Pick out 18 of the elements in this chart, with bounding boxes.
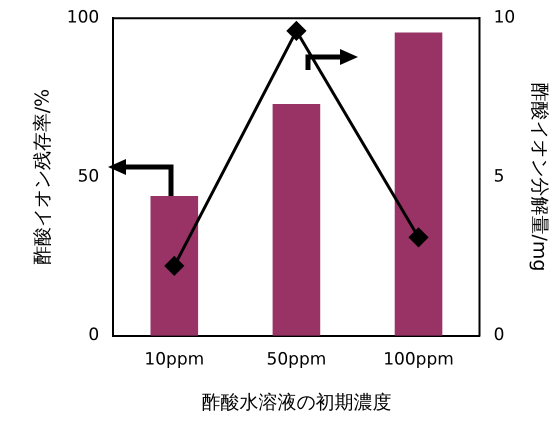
y-axis-title: 酢酸イオン残存率/% <box>31 88 54 266</box>
y-tick-label: 100 <box>66 8 100 28</box>
y2-tick-label: 0 <box>494 325 504 346</box>
point <box>164 256 184 276</box>
x-tick-label: 10ppm <box>144 349 204 370</box>
y-tick-label: 50 <box>78 166 100 186</box>
x-axis-title: 酢酸水溶液の初期濃度 <box>201 392 392 414</box>
y2-tick-label: 5 <box>494 166 504 186</box>
x-tick-label: 100ppm <box>383 349 454 370</box>
y2-axis-title: 酢酸イオン分解量/mg <box>528 82 551 272</box>
point <box>286 21 306 40</box>
y-tick-label: 0 <box>88 325 100 346</box>
bar <box>272 104 320 336</box>
point <box>409 228 428 247</box>
bar <box>394 32 442 336</box>
y2-tick-label: 10 <box>494 8 516 28</box>
bar <box>150 196 198 336</box>
x-tick-label: 50ppm <box>266 349 326 370</box>
